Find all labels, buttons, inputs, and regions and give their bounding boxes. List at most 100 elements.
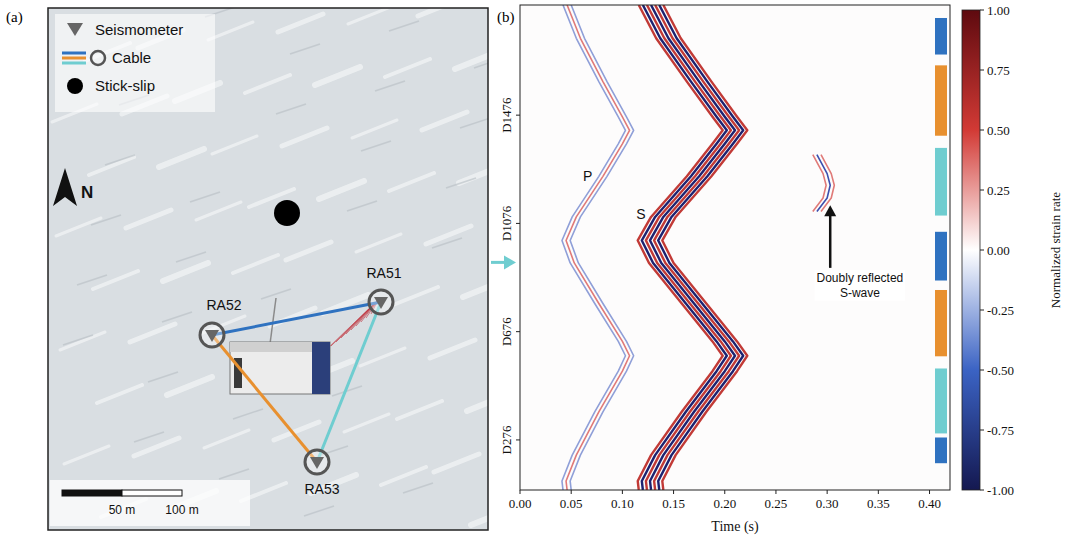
north-arrow (53, 168, 77, 206)
ice-streak (459, 165, 488, 183)
ice-streak (319, 181, 364, 199)
ice-crack (233, 409, 263, 419)
ice-streak (434, 454, 479, 472)
fiber-lead (270, 298, 276, 344)
ice-streak (397, 401, 442, 419)
y-tick (516, 115, 520, 116)
ice-streak (430, 340, 475, 358)
colorbar-tick-label: 0.00 (987, 243, 1010, 258)
ice-streak (93, 271, 138, 289)
wavelet-stripe (570, 5, 633, 490)
station-label: RA51 (366, 265, 401, 281)
y-tick-label: D1476 (499, 97, 514, 133)
ice-crack (290, 44, 320, 54)
ice-streak (245, 75, 290, 93)
colorbar-title: Normalized strain rate (1048, 192, 1063, 308)
ice-streak (159, 149, 204, 167)
ice-streak (426, 226, 471, 244)
x-tick (673, 490, 674, 494)
panel-a: SeismometerCableStick-slipNRA51RA52RA535… (48, 0, 516, 530)
ice-streak (56, 218, 101, 236)
ice-streak (455, 51, 488, 69)
cable-segment (935, 368, 947, 433)
ice-streak (360, 348, 405, 366)
ice-streak (167, 377, 212, 395)
annotation-line: Doubly reflected (817, 271, 904, 285)
ice-crack (276, 104, 306, 114)
cable-circle (200, 323, 224, 347)
colorbar-tick-label: -0.50 (987, 363, 1014, 378)
ice-streak (233, 255, 278, 273)
colorbar-tick (980, 250, 984, 251)
panel-letter: (b) (497, 9, 515, 26)
colorbar-tick-label: -0.75 (987, 423, 1014, 438)
ice-streak (60, 332, 105, 350)
x-tick-label: 0.05 (560, 496, 583, 511)
colorbar-tick (980, 430, 984, 431)
ice-crack (105, 155, 135, 165)
x-tick (571, 490, 572, 494)
x-tick (929, 490, 930, 494)
y-tick (516, 223, 520, 224)
ice-streak (315, 67, 360, 85)
x-tick-label: 0.30 (816, 496, 839, 511)
ice-crack (304, 506, 334, 516)
scale-bar-label: 100 m (165, 503, 198, 517)
colorbar-tick (980, 190, 984, 191)
arrival-label: S (636, 206, 645, 222)
legend-label: Cable (112, 49, 151, 66)
legend-seismometer-icon (67, 23, 83, 36)
legend-label: Seismometer (95, 21, 183, 38)
ice-streak (97, 385, 142, 403)
colorbar-tick (980, 310, 984, 311)
colorbar-tick-label: 0.50 (987, 123, 1010, 138)
x-tick-label: 0.25 (765, 496, 788, 511)
cable-segment (935, 18, 947, 55)
wavelet-stripe (821, 155, 834, 212)
x-tick-label: 0.20 (713, 496, 736, 511)
y-tick-label: D1076 (499, 205, 514, 241)
legend-stick-slip-icon (67, 78, 83, 94)
ice-streak (196, 202, 241, 220)
ice-streak (467, 393, 488, 411)
colorbar-tick (980, 10, 984, 11)
panel-b: PSDoubly reflectedS-wave0.000.050.100.15… (491, 5, 950, 535)
ice-crack (63, 335, 93, 345)
x-tick-label: 0.15 (662, 496, 685, 511)
wavelet-stripe (662, 5, 747, 490)
ice-streak (393, 287, 438, 305)
seismometer (310, 457, 324, 469)
x-tick (775, 490, 776, 494)
colorbar-tick-label: 0.25 (987, 183, 1010, 198)
ice-crack (219, 469, 249, 479)
ice-crack (91, 215, 121, 225)
ice-crack (361, 141, 391, 151)
arrival-line (566, 5, 629, 490)
ice-streak (471, 507, 488, 525)
seismometer (205, 330, 219, 342)
legend: Seismometer Cable Stick-slip (55, 14, 215, 112)
panel-letter: (a) (6, 9, 23, 26)
colorbar-tick (980, 490, 984, 491)
x-tick (520, 490, 521, 494)
legend-label: Stick-slip (95, 77, 155, 94)
x-tick (827, 490, 828, 494)
ice-crack (389, 21, 419, 31)
ice-crack (148, 372, 178, 382)
ice-crack (403, 483, 433, 493)
plot-background (520, 5, 950, 490)
cable-segment (935, 65, 947, 135)
ice-streak (463, 279, 488, 297)
ice-crack (77, 275, 107, 285)
ice-streak (89, 157, 134, 175)
ice-streak (344, 414, 389, 432)
cable-circle (305, 450, 329, 474)
map-frame (48, 8, 488, 530)
y-tick (516, 331, 520, 332)
ice-crack (460, 118, 488, 128)
cable-circle (369, 290, 393, 314)
legend-cable-line (62, 57, 86, 60)
scale-bar: 50 m100 m (50, 480, 250, 526)
scale-bar-segment (62, 490, 122, 496)
ice-streak (381, 467, 426, 485)
